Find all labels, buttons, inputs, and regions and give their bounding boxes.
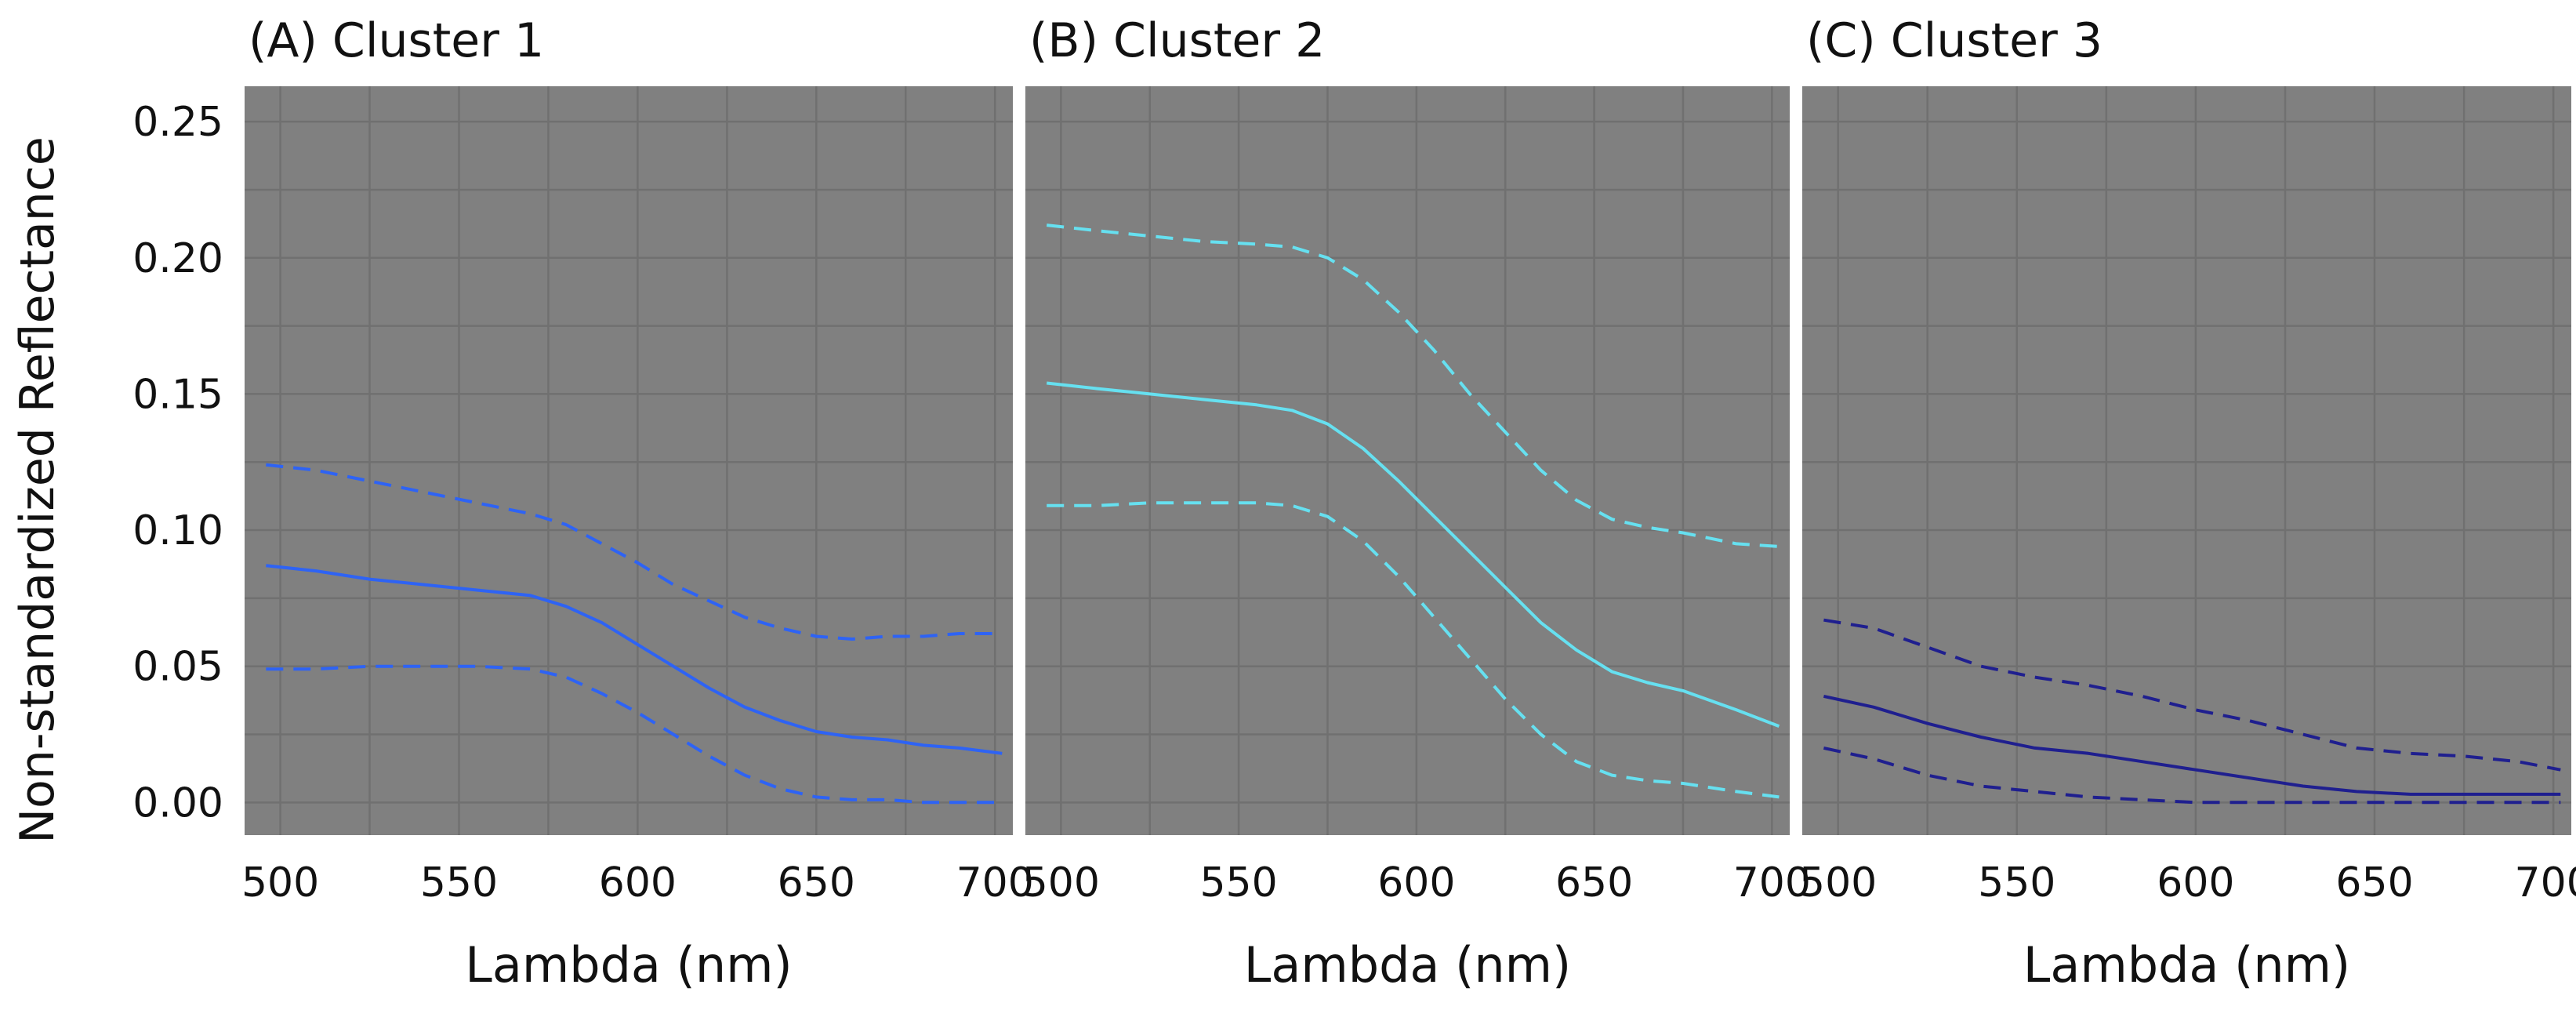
x-tick-label: 550 [420,859,498,906]
panel-background [1802,86,2571,835]
panel-2: (B) Cluster 2 500 550 600 650 700 Lambda (nm) [1022,13,1811,994]
x-tick-label: 700 [2515,859,2576,906]
x-axis-label: Lambda (nm) [1244,936,1571,994]
x-tick-label: 500 [241,859,319,906]
y-tick-label: 0.15 [132,371,223,418]
x-tick-label: 600 [1377,859,1455,906]
x-tick-label: 600 [599,859,677,906]
series-line-2-solid [1823,694,2561,796]
panel-title: (C) Cluster 3 [1806,13,2103,68]
series-line-3-dashed [266,664,1003,805]
panel-title: (B) Cluster 2 [1029,13,1325,68]
y-axis-label: Non-standardized Reflectance [10,136,65,843]
panel-background [1025,86,1790,835]
x-tick-label: 550 [1199,859,1277,906]
panel-background [245,86,1013,835]
y-tick-label: 0.00 [132,779,223,827]
panel-1: (A) Cluster 1 500 550 600 650 700 0.00 0.05 0.10… [132,13,1034,994]
x-tick-label: 700 [956,859,1034,906]
series-line-1-dashed [1046,223,1780,548]
x-tick-label: 700 [1733,859,1811,906]
x-axis-label: Lambda (nm) [2023,936,2350,994]
series-line-3-dashed [1823,746,2561,805]
x-tick-label: 650 [1555,859,1633,906]
panel-title: (A) Cluster 1 [249,13,544,68]
x-tick-label: 500 [1022,859,1100,906]
x-tick-label: 650 [2335,859,2413,906]
x-tick-label: 650 [778,859,855,906]
y-tick-label: 0.20 [132,235,223,282]
series-line-1-dashed [1823,618,2561,772]
y-tick-label: 0.05 [132,644,223,691]
x-tick-label: 500 [1799,859,1877,906]
panel-3: (C) Cluster 3 500 550 600 650 700 Lambda (nm) [1799,13,2576,994]
y-tick-label: 0.10 [132,507,223,554]
series-line-2-solid [266,564,1003,755]
x-tick-label: 550 [1978,859,2055,906]
x-axis-label: Lambda (nm) [465,936,792,994]
series-line-2-solid [1046,381,1780,728]
y-tick-label: 0.25 [132,99,223,146]
x-tick-label: 600 [2157,859,2234,906]
